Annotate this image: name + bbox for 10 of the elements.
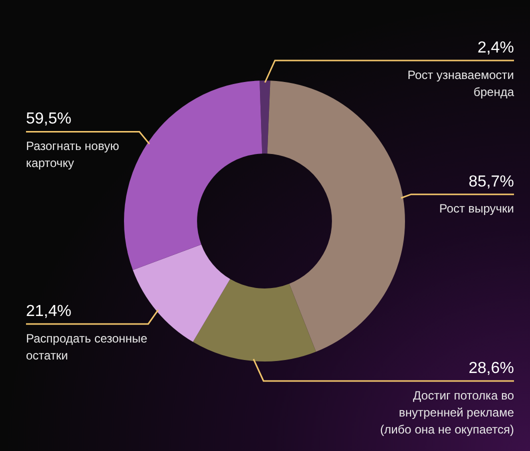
data-label: 2,4% [478,40,514,56]
slice-label: Рост выручки [439,202,514,216]
slice-label: Рост узнаваемости бренда [408,68,514,99]
slice-label: Распродать сезонные остатки [26,331,148,362]
data-label: 59,5% [26,110,72,128]
data-label: 85,7% [468,173,514,190]
slice-label: Достиг потолка во внутренней рекламе (либо она не окупается) [380,388,514,436]
slice-label: Разогнать новую карточку [26,139,120,170]
data-label: 28,6% [468,360,514,377]
data-label: 21,4% [26,302,72,320]
